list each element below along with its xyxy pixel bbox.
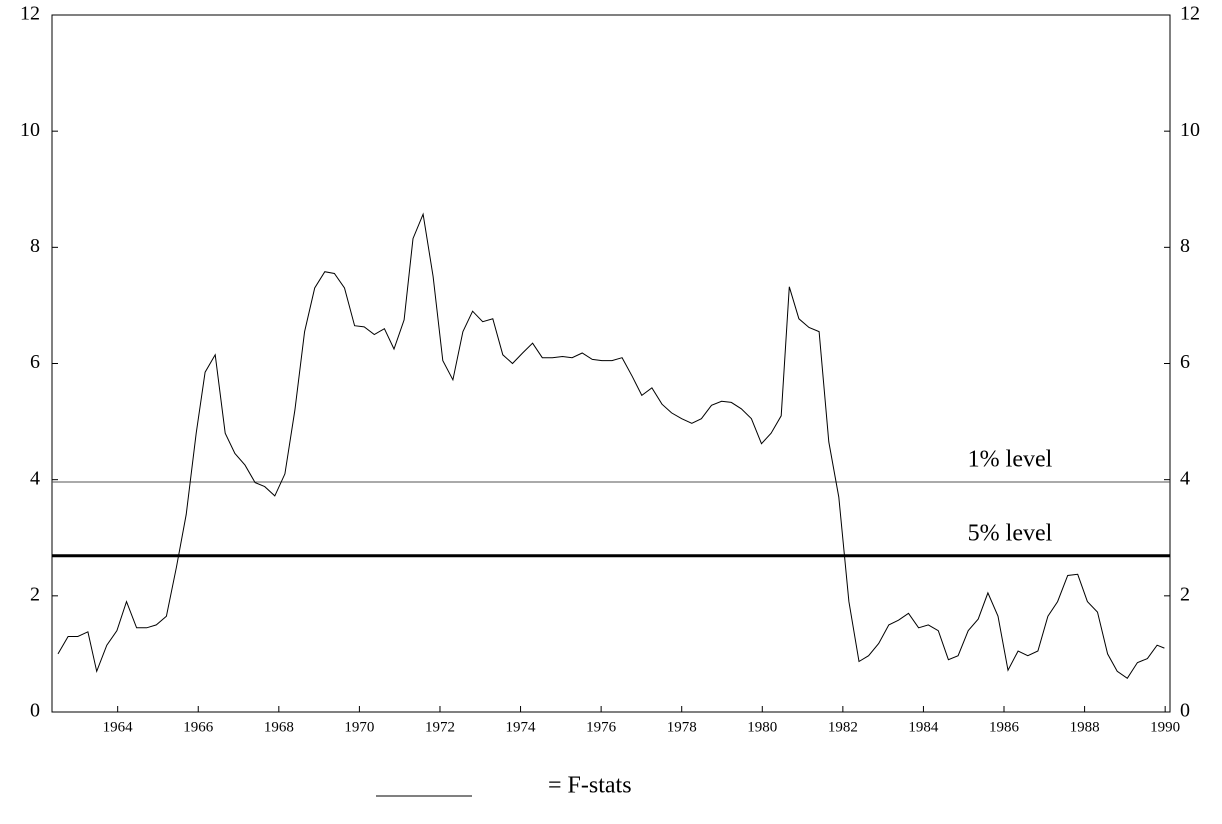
x-tick-label: 1986 (989, 719, 1020, 735)
y-tick-label: 6 (30, 351, 40, 373)
series-line (57, 212, 1165, 680)
x-tick-label: 1988 (1070, 719, 1100, 735)
x-tick-label: 1964 (103, 719, 134, 735)
x-tick-label: 1970 (344, 719, 374, 735)
x-tick-label: 1982 (828, 719, 858, 735)
y2-tick-label: 4 (1180, 467, 1190, 489)
x-tick-label: 1972 (425, 719, 455, 735)
y-tick-label: 0 (30, 700, 40, 722)
x-tick-label: 1980 (747, 719, 777, 735)
plot-frame (51, 14, 1171, 713)
y2-tick-label: 0 (1180, 700, 1190, 722)
y2-tick-label: 10 (1180, 119, 1200, 141)
y-tick-label: 2 (30, 583, 40, 605)
x-tick-label: 1984 (908, 719, 939, 735)
y-tick-label: 4 (30, 467, 40, 489)
x-tick-label: 1976 (586, 719, 617, 735)
y2-tick-label: 6 (1180, 351, 1190, 373)
legend-label: = F-stats (548, 773, 632, 799)
y-tick-label: 10 (20, 119, 40, 141)
x-tick-label: 1974 (506, 719, 537, 735)
reference-label: 1% level (968, 446, 1053, 472)
y2-tick-label: 8 (1180, 235, 1190, 257)
x-tick-label: 1990 (1150, 719, 1180, 735)
y2-tick-label: 12 (1180, 3, 1200, 25)
y-tick-label: 8 (30, 235, 40, 257)
x-tick-label: 1968 (264, 719, 294, 735)
x-tick-label: 1966 (183, 719, 214, 735)
y2-tick-label: 2 (1180, 583, 1190, 605)
y-tick-label: 12 (20, 3, 40, 25)
x-tick-label: 1978 (667, 719, 697, 735)
reference-label: 5% level (968, 520, 1053, 546)
